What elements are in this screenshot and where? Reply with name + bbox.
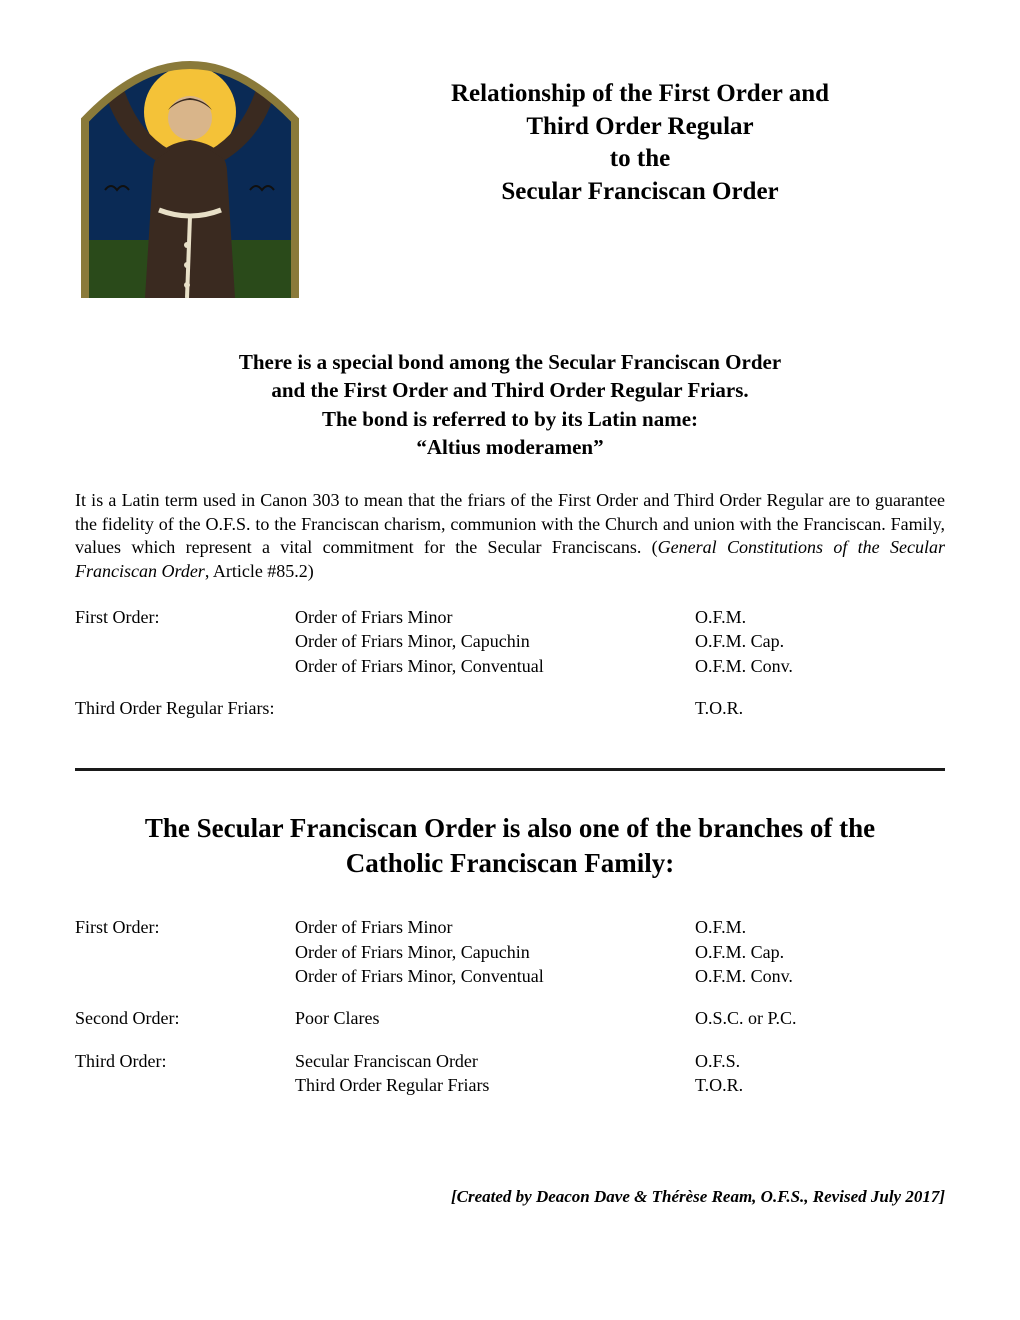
order-name: Order of Friars Minor, Conventual (295, 964, 695, 988)
table-row: Order of Friars Minor, Capuchin O.F.M. C… (75, 629, 945, 653)
order-abbr: O.S.C. or P.C. (695, 1006, 945, 1030)
table-row: Third Order Regular Friars: T.O.R. (75, 696, 945, 720)
order-abbr: O.F.M. Conv. (695, 654, 945, 678)
order-category: First Order: (75, 605, 295, 629)
order-name: Poor Clares (295, 1006, 695, 1030)
heading-line: The Secular Franciscan Order is also one… (75, 811, 945, 846)
bond-line: There is a special bond among the Secula… (75, 348, 945, 376)
order-category (75, 629, 295, 653)
order-name: Order of Friars Minor (295, 605, 695, 629)
heading-line: Catholic Franciscan Family: (75, 846, 945, 881)
title-line: Third Order Regular (335, 111, 945, 144)
order-category: First Order: (75, 915, 295, 939)
order-abbr: T.O.R. (695, 1073, 945, 1097)
section-heading: The Secular Franciscan Order is also one… (75, 811, 945, 881)
table-row: Order of Friars Minor, Conventual O.F.M.… (75, 654, 945, 678)
paragraph-text: , Article #85.2) (205, 561, 314, 581)
saint-francis-image (75, 40, 305, 298)
table-row: First Order: Order of Friars Minor O.F.M… (75, 605, 945, 629)
order-name: Order of Friars Minor (295, 915, 695, 939)
order-name (295, 696, 695, 720)
order-name: Order of Friars Minor, Conventual (295, 654, 695, 678)
orders-table-2: First Order: Order of Friars Minor O.F.M… (75, 915, 945, 1097)
order-name: Order of Friars Minor, Capuchin (295, 629, 695, 653)
divider-rule (75, 768, 945, 771)
table-row: Order of Friars Minor, Capuchin O.F.M. C… (75, 940, 945, 964)
order-abbr: O.F.M. Cap. (695, 629, 945, 653)
orders-table-1: First Order: Order of Friars Minor O.F.M… (75, 605, 945, 720)
order-abbr: O.F.M. Conv. (695, 964, 945, 988)
title-line: to the (335, 143, 945, 176)
order-category (75, 1073, 295, 1097)
title-line: Relationship of the First Order and (335, 78, 945, 111)
bond-statement: There is a special bond among the Secula… (75, 348, 945, 461)
order-category (75, 964, 295, 988)
header-row: Relationship of the First Order and Thir… (75, 40, 945, 298)
bond-line: “Altius moderamen” (75, 433, 945, 461)
order-category: Second Order: (75, 1006, 295, 1030)
order-name: Order of Friars Minor, Capuchin (295, 940, 695, 964)
table-row: Third Order: Secular Franciscan Order O.… (75, 1049, 945, 1073)
table-row: Second Order: Poor Clares O.S.C. or P.C. (75, 1006, 945, 1030)
credit-line: [Created by Deacon Dave & Thérèse Ream, … (75, 1187, 945, 1207)
table-row: Order of Friars Minor, Conventual O.F.M.… (75, 964, 945, 988)
table-row: First Order: Order of Friars Minor O.F.M… (75, 915, 945, 939)
table-row: Third Order Regular Friars T.O.R. (75, 1073, 945, 1097)
order-category (75, 654, 295, 678)
title-line: Secular Franciscan Order (335, 176, 945, 209)
document-title: Relationship of the First Order and Thir… (335, 40, 945, 208)
order-name: Third Order Regular Friars (295, 1073, 695, 1097)
order-category (75, 940, 295, 964)
order-abbr: O.F.S. (695, 1049, 945, 1073)
explanatory-paragraph: It is a Latin term used in Canon 303 to … (75, 489, 945, 583)
order-abbr: O.F.M. (695, 605, 945, 629)
bond-line: The bond is referred to by its Latin nam… (75, 405, 945, 433)
order-category: Third Order Regular Friars: (75, 696, 295, 720)
order-name: Secular Franciscan Order (295, 1049, 695, 1073)
order-abbr: T.O.R. (695, 696, 945, 720)
order-abbr: O.F.M. Cap. (695, 940, 945, 964)
bond-line: and the First Order and Third Order Regu… (75, 376, 945, 404)
order-abbr: O.F.M. (695, 915, 945, 939)
order-category: Third Order: (75, 1049, 295, 1073)
